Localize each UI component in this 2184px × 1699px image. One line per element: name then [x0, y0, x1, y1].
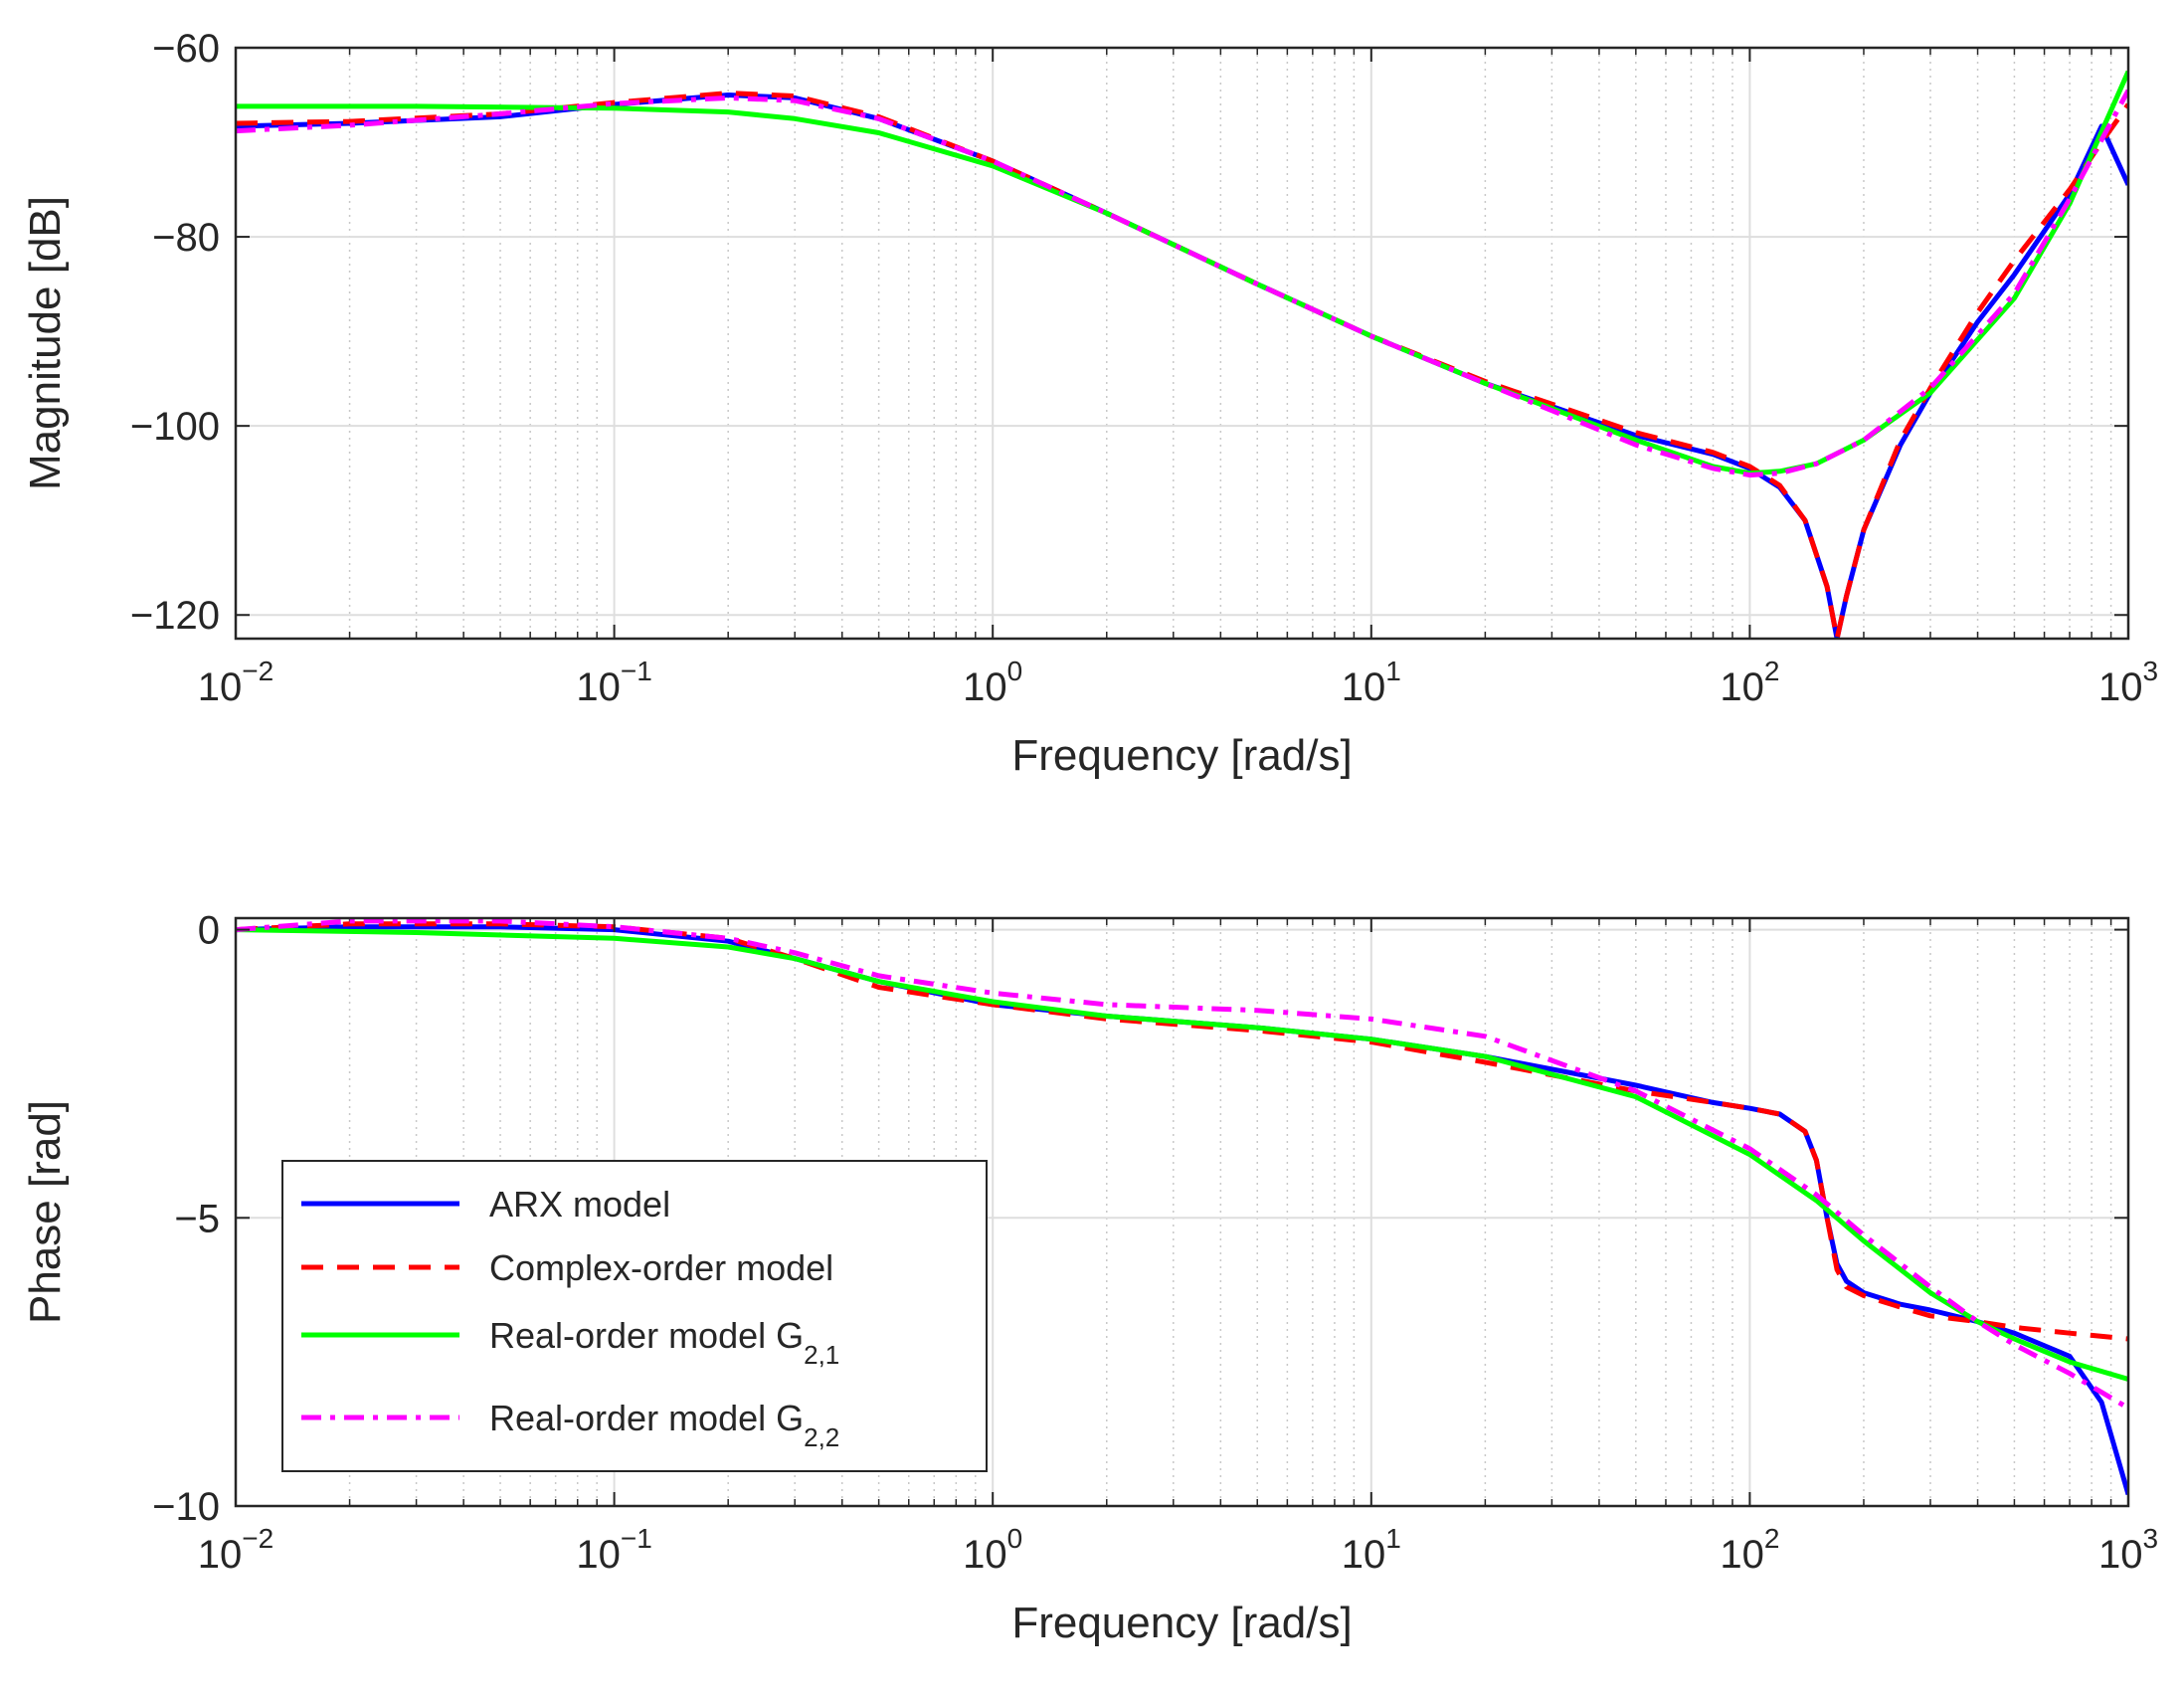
magnitude-y-tick-label: −100 [130, 405, 220, 449]
magnitude-y-tick-label: −60 [152, 27, 220, 71]
legend-label-real-order-model-g-2-2: Real-order model G2,2 [489, 1398, 839, 1452]
legend-label-complex-order-model: Complex-order model [489, 1247, 833, 1288]
phase-series-real-order-model-g-2-1 [236, 927, 2128, 1382]
magnitude-x-tick-label: 10−2 [198, 656, 273, 709]
magnitude-y-axis-label: Magnitude [dB] [21, 196, 70, 490]
magnitude-y-tick-label: −80 [152, 216, 220, 260]
magnitude-x-tick-label: 100 [963, 656, 1022, 709]
phase-x-tick-label: 102 [1720, 1523, 1779, 1577]
magnitude-axes [236, 48, 2128, 639]
magnitude-x-tick-label: 102 [1720, 656, 1779, 709]
magnitude-x-tick-label: 103 [2098, 656, 2158, 709]
magnitude-x-tick-label: 10−1 [576, 656, 651, 709]
magnitude-x-axis-label: Frequency [rad/s] [1011, 731, 1352, 780]
phase-x-tick-label: 10−2 [198, 1523, 273, 1577]
phase-x-tick-label: 101 [1342, 1523, 1401, 1577]
magnitude-x-tick-label: 101 [1342, 656, 1401, 709]
phase-y-tick-label: 0 [198, 909, 220, 953]
phase-y-tick-label: −10 [152, 1485, 220, 1529]
phase-series-complex-order-model [236, 921, 2128, 1342]
phase-y-axis-label: Phase [rad] [21, 1100, 70, 1324]
phase-x-tick-label: 103 [2098, 1523, 2158, 1577]
magnitude-series-real-order-model-g-2-2 [236, 89, 2128, 478]
phase-x-tick-label: 10−1 [576, 1523, 651, 1577]
phase-series-real-order-model-g-2-2 [236, 918, 2128, 1411]
magnitude-axes-box [234, 46, 2130, 641]
phase-y-tick-label: −5 [174, 1197, 220, 1240]
legend-label-arx-model: ARX model [489, 1184, 670, 1225]
legend-label-real-order-model-g-2-1: Real-order model G2,1 [489, 1315, 839, 1370]
phase-x-axis-label: Frequency [rad/s] [1011, 1599, 1352, 1647]
phase-x-tick-label: 100 [963, 1523, 1022, 1577]
magnitude-series-real-order-model-g-2-1 [236, 70, 2128, 476]
phase-axes-box [234, 916, 2130, 1508]
magnitude-y-tick-label: −120 [130, 594, 220, 638]
magnitude-series-arx-model [236, 93, 2128, 639]
